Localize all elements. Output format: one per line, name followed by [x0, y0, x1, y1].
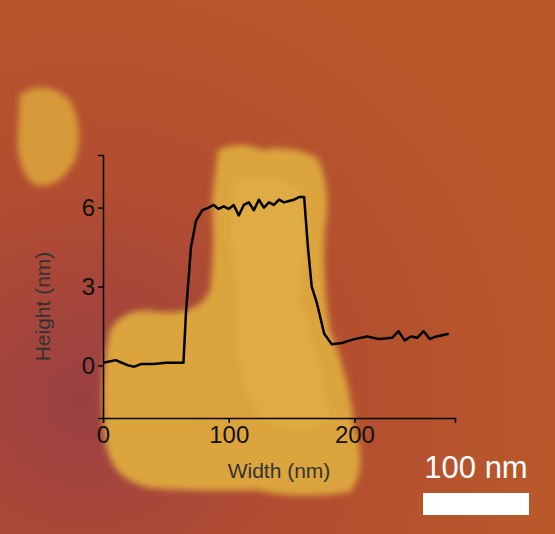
y-tick: 3: [82, 273, 103, 300]
y-axis-line: [98, 156, 104, 419]
x-axis: 0 100 200: [97, 418, 456, 448]
x-tick: 0: [97, 418, 110, 448]
y-tick: 6: [82, 194, 103, 221]
afm-ground: [0, 0, 555, 534]
figure: 0 100 200 0 3 6 Width (nm) Height (nm) 100 nm: [0, 0, 555, 534]
y-tick-label: 6: [82, 194, 95, 221]
y-tick-mark: [98, 207, 103, 209]
plot-area: [103, 197, 449, 367]
scale-bar-label: 100 nm: [424, 450, 527, 485]
y-tick-mark: [98, 286, 103, 288]
afm-image: [0, 0, 555, 534]
x-tick-label: 200: [335, 421, 375, 448]
y-tick-label: 0: [82, 352, 95, 379]
y-tick: 0: [82, 352, 103, 379]
x-axis-title: Width (nm): [228, 459, 331, 482]
x-tick: 200: [335, 418, 375, 448]
height-profile: [103, 197, 449, 367]
scale-bar-rect: [423, 493, 529, 515]
afm-flake: [18, 88, 79, 186]
x-tick: 100: [209, 418, 249, 448]
afm-flake-highlight: [231, 177, 330, 430]
x-tick-label: 100: [209, 421, 249, 448]
y-tick-mark: [98, 365, 103, 367]
y-axis-title: Height (nm): [31, 252, 54, 362]
x-axis-line: [104, 419, 456, 424]
y-axis: 0 3 6: [82, 156, 104, 419]
x-tick-label: 0: [97, 421, 110, 448]
y-tick-label: 3: [82, 273, 95, 300]
scale-bar: 100 nm: [423, 450, 529, 515]
